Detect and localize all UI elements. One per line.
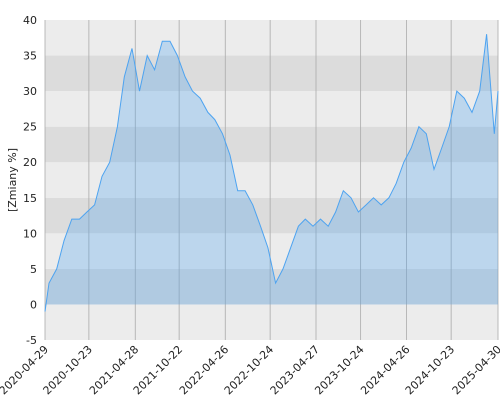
grid-band bbox=[45, 55, 498, 92]
y-tick-label: 20 bbox=[23, 156, 37, 169]
grid-band bbox=[45, 304, 498, 340]
grid-band bbox=[45, 91, 498, 127]
grid-band bbox=[45, 126, 498, 163]
grid-band bbox=[45, 162, 498, 198]
y-tick-label: 5 bbox=[30, 263, 37, 276]
x-tick-label: 2025-04-30 bbox=[450, 343, 500, 397]
y-tick-label: 30 bbox=[23, 85, 37, 98]
y-tick-label: 35 bbox=[23, 50, 37, 63]
y-tick-label: 25 bbox=[23, 121, 37, 134]
line bbox=[44, 34, 499, 312]
y-tick-label: 40 bbox=[23, 14, 37, 27]
y-tick-label: -5 bbox=[26, 334, 37, 347]
y-tick-label: 10 bbox=[23, 227, 37, 240]
y-tick-label: 15 bbox=[23, 192, 37, 205]
grid-band bbox=[45, 20, 498, 56]
grid-band bbox=[45, 197, 498, 234]
y-tick-label: 0 bbox=[30, 298, 37, 311]
y-axis-label: [Zmiany %] bbox=[6, 148, 19, 212]
grid-band bbox=[45, 268, 498, 305]
area bbox=[45, 34, 498, 312]
